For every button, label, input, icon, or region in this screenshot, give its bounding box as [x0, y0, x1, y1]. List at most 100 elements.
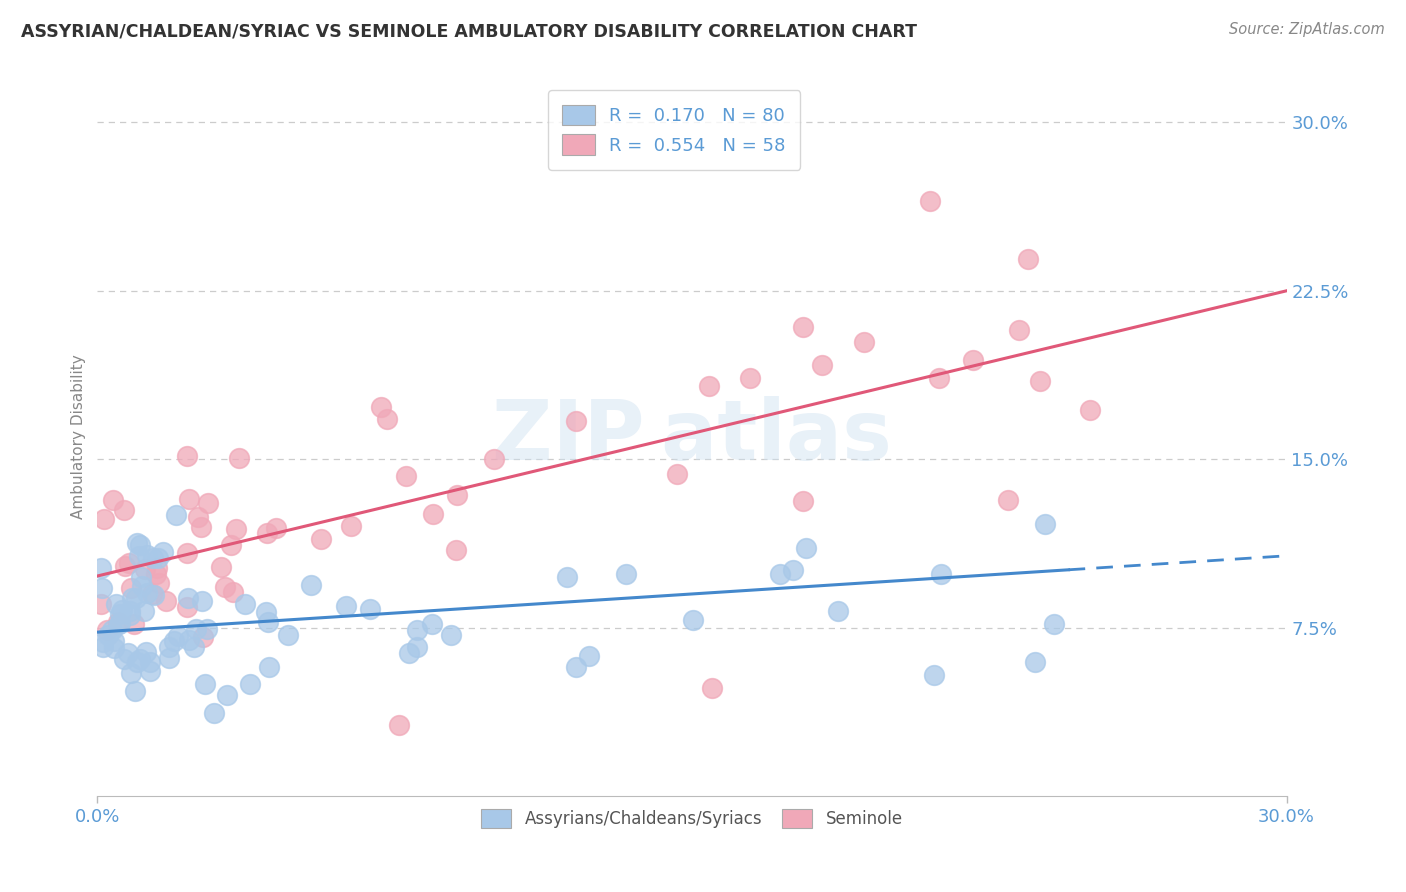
- Point: [264, 521, 287, 535]
- Point: [406, 640, 429, 654]
- Point: [446, 488, 468, 502]
- Point: [214, 580, 236, 594]
- Point: [782, 563, 804, 577]
- Point: [256, 526, 278, 541]
- Point: [118, 604, 141, 618]
- Point: [125, 536, 148, 550]
- Point: [565, 660, 588, 674]
- Point: [254, 605, 277, 619]
- Point: [193, 630, 215, 644]
- Point: [100, 623, 122, 637]
- Point: [578, 648, 600, 663]
- Point: [195, 622, 218, 636]
- Point: [299, 578, 322, 592]
- Point: [1017, 252, 1039, 266]
- Point: [120, 608, 142, 623]
- Point: [827, 604, 849, 618]
- Point: [792, 320, 814, 334]
- Point: [148, 576, 170, 591]
- Point: [1024, 656, 1046, 670]
- Point: [129, 537, 152, 551]
- Point: [190, 520, 212, 534]
- Point: [359, 602, 381, 616]
- Text: Source: ZipAtlas.com: Source: ZipAtlas.com: [1229, 22, 1385, 37]
- Point: [134, 645, 156, 659]
- Point: [398, 646, 420, 660]
- Point: [217, 688, 239, 702]
- Point: [129, 570, 152, 584]
- Point: [228, 451, 250, 466]
- Point: [482, 451, 505, 466]
- Point: [157, 640, 180, 654]
- Point: [191, 594, 214, 608]
- Point: [177, 491, 200, 506]
- Point: [394, 468, 416, 483]
- Point: [375, 412, 398, 426]
- Point: [146, 561, 169, 575]
- Point: [125, 655, 148, 669]
- Point: [420, 617, 443, 632]
- Point: [311, 532, 333, 546]
- Point: [769, 567, 792, 582]
- Point: [117, 646, 139, 660]
- Point: [165, 508, 187, 523]
- Point: [107, 617, 129, 632]
- Point: [422, 507, 444, 521]
- Point: [134, 562, 156, 576]
- Point: [257, 659, 280, 673]
- Point: [697, 379, 720, 393]
- Point: [157, 651, 180, 665]
- Point: [112, 503, 135, 517]
- Point: [141, 550, 163, 565]
- Point: [565, 414, 588, 428]
- Point: [145, 567, 167, 582]
- Point: [120, 582, 142, 596]
- Point: [924, 668, 946, 682]
- Point: [233, 597, 256, 611]
- Point: [225, 522, 247, 536]
- Point: [997, 493, 1019, 508]
- Point: [136, 548, 159, 562]
- Point: [682, 613, 704, 627]
- Point: [440, 628, 463, 642]
- Point: [124, 591, 146, 606]
- Point: [107, 615, 129, 630]
- Point: [257, 615, 280, 629]
- Point: [852, 334, 875, 349]
- Point: [128, 549, 150, 563]
- Point: [124, 683, 146, 698]
- Point: [202, 706, 225, 720]
- Point: [794, 541, 817, 555]
- Point: [221, 538, 243, 552]
- Point: [146, 550, 169, 565]
- Point: [194, 676, 217, 690]
- Point: [118, 556, 141, 570]
- Point: [91, 640, 114, 654]
- Point: [444, 543, 467, 558]
- Text: ZIP atlas: ZIP atlas: [492, 396, 891, 477]
- Point: [370, 400, 392, 414]
- Point: [90, 598, 112, 612]
- Point: [176, 449, 198, 463]
- Point: [340, 519, 363, 533]
- Point: [335, 599, 357, 613]
- Point: [96, 628, 118, 642]
- Point: [135, 585, 157, 599]
- Point: [929, 566, 952, 581]
- Point: [139, 655, 162, 669]
- Point: [163, 634, 186, 648]
- Point: [101, 492, 124, 507]
- Point: [112, 651, 135, 665]
- Point: [93, 512, 115, 526]
- Point: [167, 630, 190, 644]
- Point: [129, 651, 152, 665]
- Point: [110, 603, 132, 617]
- Y-axis label: Ambulatory Disability: Ambulatory Disability: [72, 354, 86, 519]
- Point: [152, 545, 174, 559]
- Point: [187, 509, 209, 524]
- Point: [131, 579, 153, 593]
- Text: ASSYRIAN/CHALDEAN/SYRIAC VS SEMINOLE AMBULATORY DISABILITY CORRELATION CHART: ASSYRIAN/CHALDEAN/SYRIAC VS SEMINOLE AMB…: [21, 22, 917, 40]
- Point: [91, 581, 114, 595]
- Point: [176, 599, 198, 614]
- Point: [740, 370, 762, 384]
